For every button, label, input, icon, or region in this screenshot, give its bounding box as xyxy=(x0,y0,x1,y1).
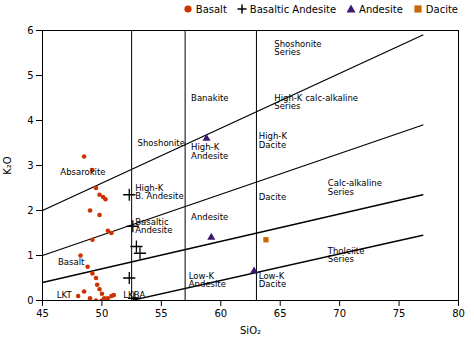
svg-text:1: 1 xyxy=(27,250,33,261)
svg-text:55: 55 xyxy=(155,308,168,319)
html-text:Andesite: Andesite xyxy=(359,3,403,15)
svg-text:65: 65 xyxy=(274,308,287,319)
svg-text:LKBA: LKBA xyxy=(123,290,145,300)
svg-text:6: 6 xyxy=(27,25,33,36)
svg-text:Andesite: Andesite xyxy=(191,212,228,222)
svg-text:2: 2 xyxy=(27,205,33,216)
svg-text:High-KB. Andesite: High-KB. Andesite xyxy=(135,183,183,202)
svg-text:SiO₂: SiO₂ xyxy=(240,325,261,336)
svg-text:75: 75 xyxy=(393,308,406,319)
html-text:Basalt: Basalt xyxy=(195,3,227,15)
svg-text:0: 0 xyxy=(27,295,33,306)
svg-text:Banakite: Banakite xyxy=(191,93,228,103)
svg-text:Low-KDacite: Low-KDacite xyxy=(259,271,286,290)
html-text:Dacite: Dacite xyxy=(425,3,458,15)
svg-text:3: 3 xyxy=(27,160,33,171)
svg-text:Dacite: Dacite xyxy=(259,192,286,202)
svg-text:High-K calc-alkalineSeries: High-K calc-alkalineSeries xyxy=(274,93,358,112)
svg-text:BasalticAndesite: BasalticAndesite xyxy=(135,217,172,236)
svg-text:70: 70 xyxy=(333,308,346,319)
svg-text:Shoshonite: Shoshonite xyxy=(138,138,185,148)
svg-text:Calc-alkalineSeries: Calc-alkalineSeries xyxy=(328,178,382,197)
svg-text:45: 45 xyxy=(36,308,49,319)
svg-text:80: 80 xyxy=(452,308,465,319)
svg-text:LKT: LKT xyxy=(57,290,73,300)
svg-text:50: 50 xyxy=(96,308,109,319)
svg-text:High-KAndesite: High-KAndesite xyxy=(191,142,228,161)
svg-text:K₂O: K₂O xyxy=(2,156,13,175)
svg-text:TholeiiteSeries: TholeiiteSeries xyxy=(327,246,365,265)
html-text:Basaltic Andesite: Basaltic Andesite xyxy=(249,3,337,15)
svg-text:5: 5 xyxy=(27,70,33,81)
svg-text:Low-KAndesite: Low-KAndesite xyxy=(189,271,226,290)
svg-text:Basalt: Basalt xyxy=(58,257,85,267)
svg-text:High-KDacite: High-KDacite xyxy=(259,131,288,150)
svg-text:ShoshoniteSeries: ShoshoniteSeries xyxy=(274,39,321,58)
svg-text:60: 60 xyxy=(214,308,227,319)
svg-text:4: 4 xyxy=(27,115,33,126)
svg-text:Absarokite: Absarokite xyxy=(60,167,105,177)
